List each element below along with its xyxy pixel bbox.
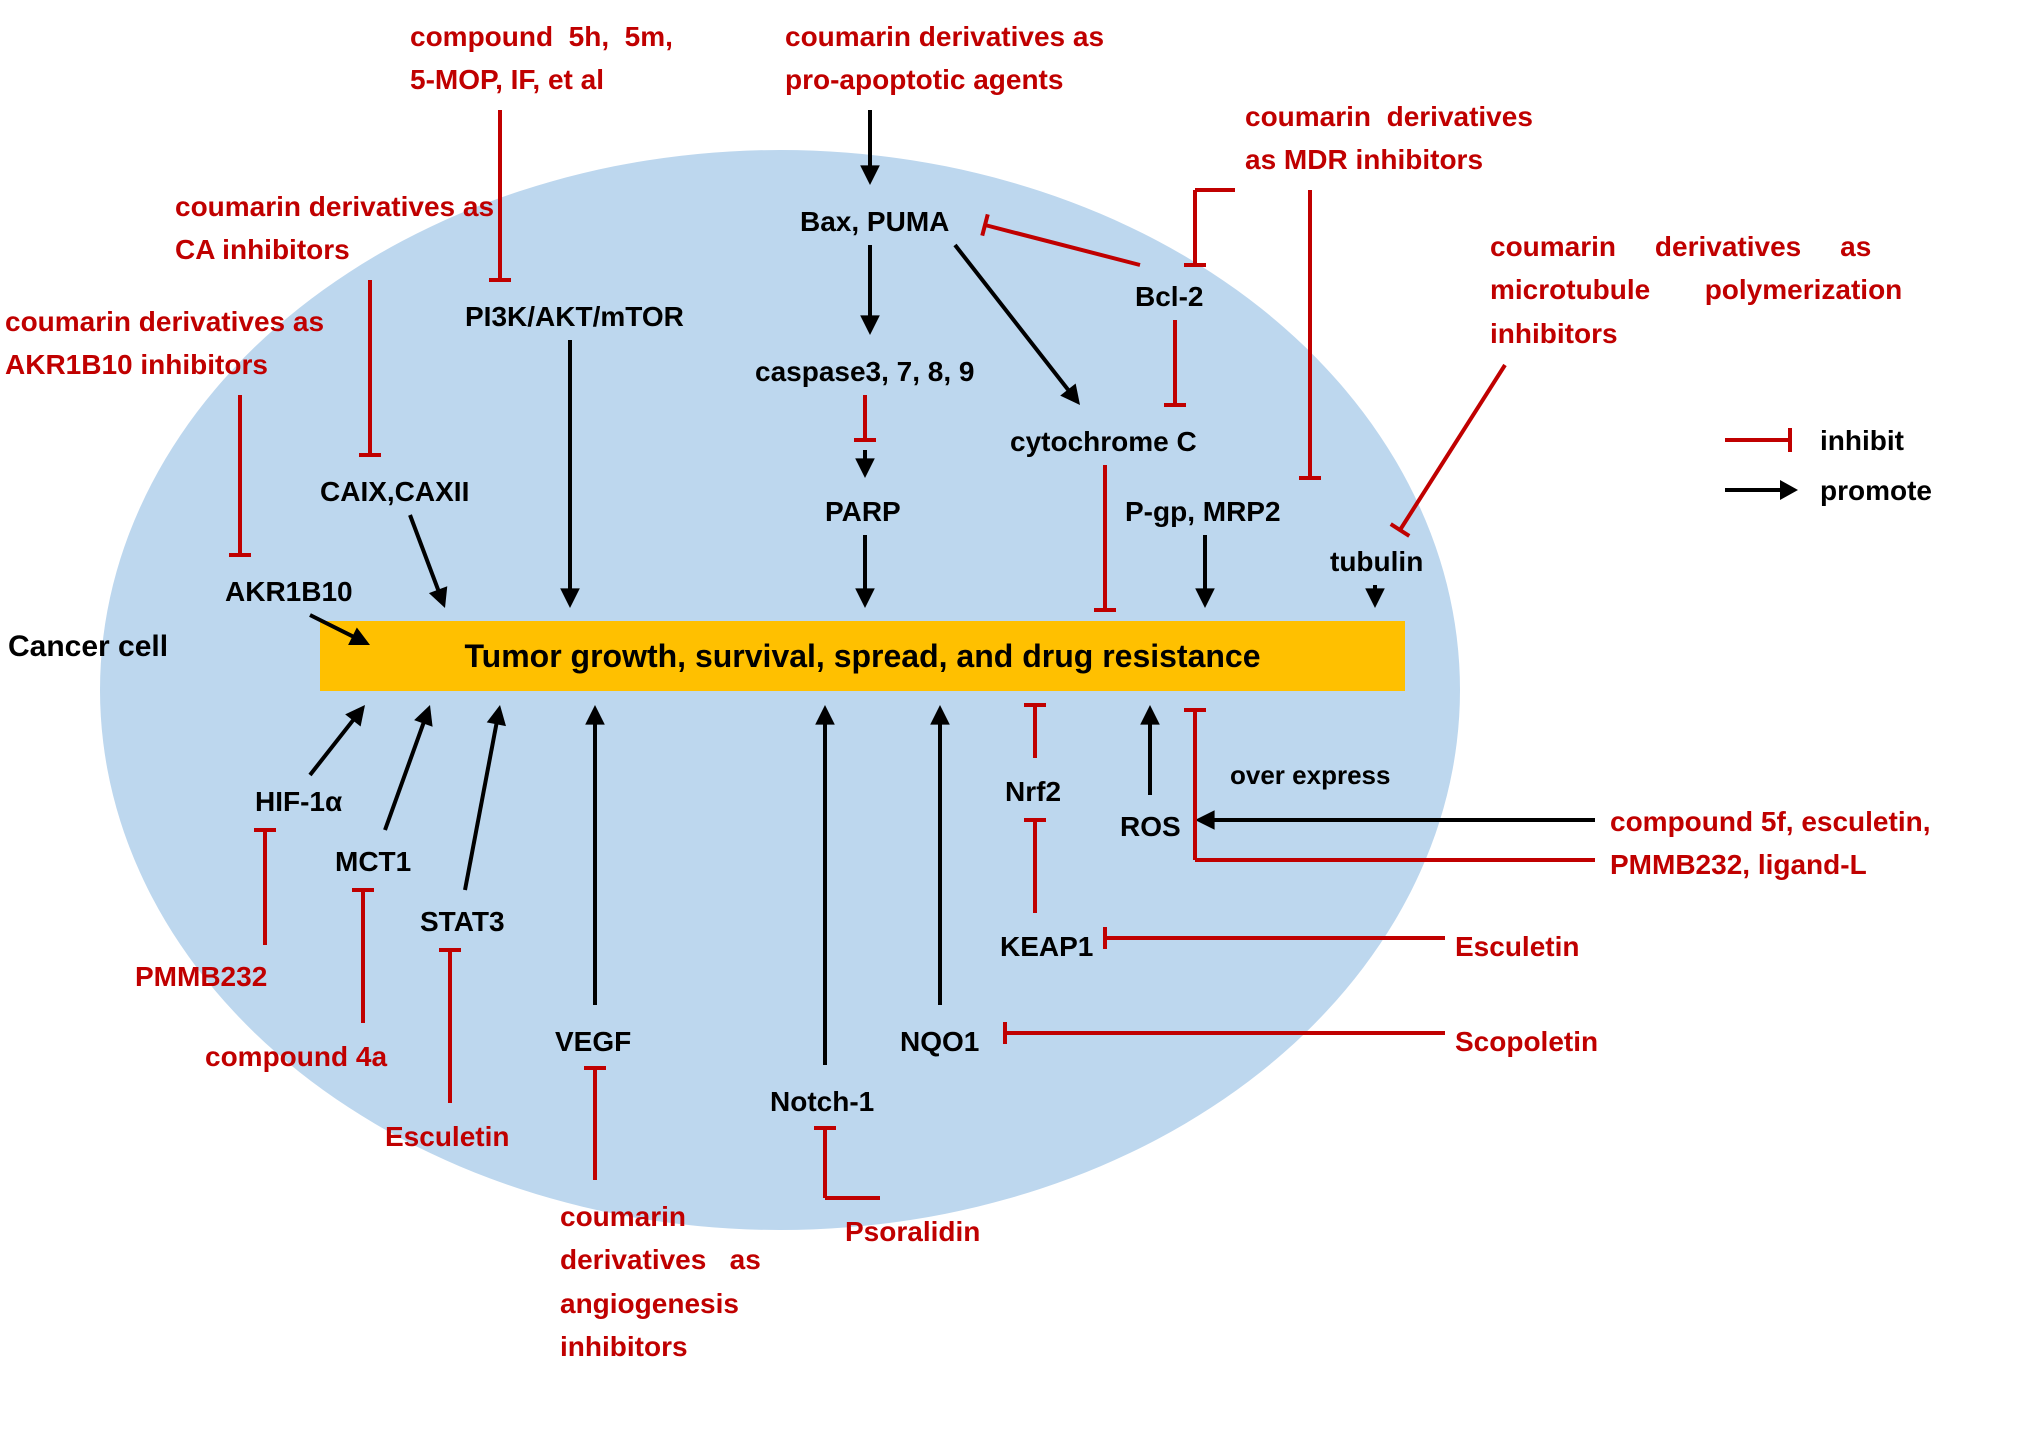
lbl-cytochrome: cytochrome C — [1010, 420, 1197, 463]
lbl-esculetin-left: Esculetin — [385, 1115, 509, 1158]
lbl-angiogenesis: coumarin derivatives as angiogenesis inh… — [560, 1195, 761, 1369]
lbl-akr-inhibitors: coumarin derivatives as AKR1B10 inhibito… — [5, 300, 324, 387]
lbl-nqo1: NQO1 — [900, 1020, 979, 1063]
lbl-compound4a: compound 4a — [205, 1035, 387, 1078]
lbl-psoralidin: Psoralidin — [845, 1210, 980, 1253]
lbl-akr1b10: AKR1B10 — [225, 570, 353, 613]
lbl-ca-inhibitors: coumarin derivatives as CA inhibitors — [175, 185, 494, 272]
diagram-stage: Cancer cell Tumor growth, survival, spre… — [0, 0, 2037, 1445]
lbl-ros-compounds: compound 5f, esculetin, PMMB232, ligand-… — [1610, 800, 1930, 887]
lbl-pi3k-compounds: compound 5h, 5m, 5-MOP, IF, et al — [410, 15, 673, 102]
lbl-bcl2: Bcl-2 — [1135, 275, 1203, 318]
lbl-caix: CAIX,CAXII — [320, 470, 469, 513]
lbl-scopoletin: Scopoletin — [1455, 1020, 1598, 1063]
lbl-caspase: caspase3, 7, 8, 9 — [755, 350, 975, 393]
lbl-pgp: P-gp, MRP2 — [1125, 490, 1281, 533]
lbl-vegf: VEGF — [555, 1020, 631, 1063]
lbl-micro-inhibitors: coumarin derivatives as microtubule poly… — [1490, 225, 1902, 355]
central-box: Tumor growth, survival, spread, and drug… — [320, 621, 1405, 691]
svg-text:inhibit: inhibit — [1820, 425, 1904, 456]
lbl-apoptotic: coumarin derivatives as pro-apoptotic ag… — [785, 15, 1104, 102]
lbl-parp: PARP — [825, 490, 901, 533]
lbl-ros: ROS — [1120, 805, 1181, 848]
lbl-pi3k: PI3K/AKT/mTOR — [465, 295, 684, 338]
lbl-mct1: MCT1 — [335, 840, 411, 883]
lbl-pmmb232: PMMB232 — [135, 955, 267, 998]
lbl-esculetin-right: Esculetin — [1455, 925, 1579, 968]
lbl-nrf2: Nrf2 — [1005, 770, 1061, 813]
lbl-notch1: Notch-1 — [770, 1080, 874, 1123]
lbl-tubulin: tubulin — [1330, 540, 1423, 583]
central-box-text: Tumor growth, survival, spread, and drug… — [464, 638, 1260, 675]
lbl-bax-puma: Bax, PUMA — [800, 200, 949, 243]
lbl-overexpress: over express — [1230, 755, 1390, 795]
legend: inhibit promote — [1720, 420, 1960, 527]
lbl-stat3: STAT3 — [420, 900, 505, 943]
svg-text:promote: promote — [1820, 475, 1932, 506]
lbl-mdr-inhibitors: coumarin derivatives as MDR inhibitors — [1245, 95, 1533, 182]
lbl-hif1a: HIF-1α — [255, 780, 342, 823]
lbl-keap1: KEAP1 — [1000, 925, 1093, 968]
cell-label: Cancer cell — [8, 630, 168, 664]
